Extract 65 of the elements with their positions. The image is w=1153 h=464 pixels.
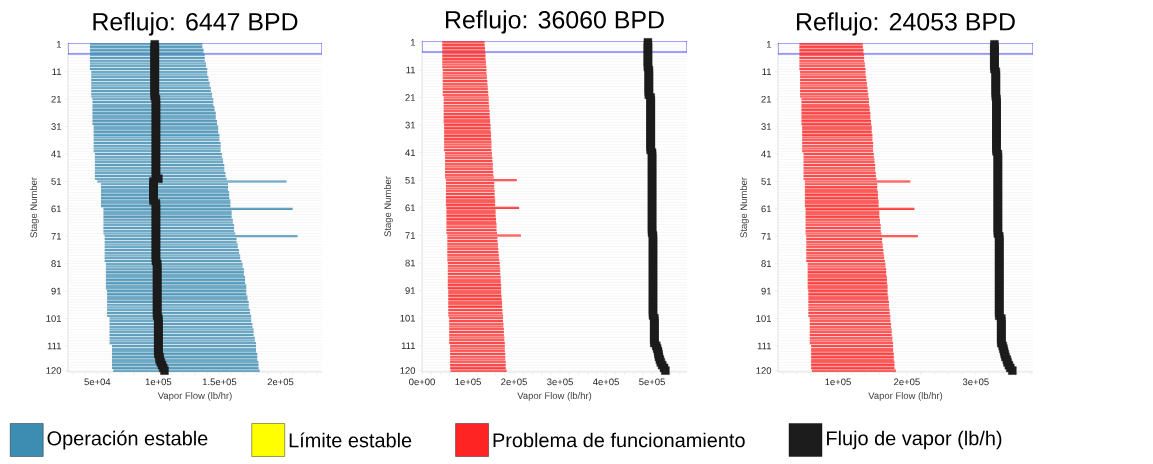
x-tick-label: 1e+05 bbox=[825, 378, 851, 386]
legend-label: Límite estable bbox=[289, 432, 412, 448]
legend-label: Problema de funcionamiento bbox=[493, 432, 745, 448]
y-tick-label: 21 bbox=[405, 94, 416, 101]
y-tick-label: 1 bbox=[56, 41, 62, 48]
x-axis-title: Vapor Flow (lb/hr) bbox=[517, 392, 592, 401]
y-tick-label: 101 bbox=[756, 315, 772, 322]
y-tick-label: 41 bbox=[51, 150, 62, 158]
y-tick-label: 111 bbox=[401, 342, 416, 350]
x-tick-label: 5e+05 bbox=[639, 378, 665, 386]
y-tick-label: 71 bbox=[51, 233, 62, 240]
y-tick-label: 21 bbox=[51, 95, 62, 103]
y-tick-label: 1 bbox=[410, 39, 416, 46]
y-tick-label: 31 bbox=[51, 123, 62, 130]
y-tick-label: 21 bbox=[761, 95, 772, 103]
y-tick-label: 81 bbox=[405, 259, 416, 267]
y-tick-label: 1 bbox=[766, 41, 772, 48]
y-axis-title: Stage Number bbox=[740, 177, 749, 238]
y-tick-label: 91 bbox=[405, 287, 416, 294]
y-tick-label: 120 bbox=[756, 367, 772, 374]
x-tick-label: 3e+05 bbox=[962, 378, 989, 386]
x-tick-label: 1e+05 bbox=[455, 378, 481, 386]
x-tick-label: 1.5e+05 bbox=[202, 378, 237, 386]
y-tick-label: 61 bbox=[761, 205, 772, 213]
y-tick-label: 51 bbox=[405, 176, 416, 184]
y-tick-label: 11 bbox=[406, 66, 416, 74]
y-tick-label: 61 bbox=[51, 205, 62, 213]
y-axis-title: Stage Number bbox=[30, 177, 39, 238]
legend-label: Operación estable bbox=[47, 430, 208, 450]
y-tick-label: 101 bbox=[400, 314, 416, 322]
y-tick-label: 31 bbox=[761, 123, 772, 130]
x-axis-title: Vapor Flow (lb/hr) bbox=[868, 392, 943, 401]
legend-label: Flujo de vapor (lb/h) bbox=[827, 430, 1002, 450]
x-tick-label: 0e+00 bbox=[409, 378, 435, 386]
x-tick-label: 2e+05 bbox=[894, 378, 920, 386]
y-tick-label: 91 bbox=[51, 287, 62, 295]
y-tick-label: 120 bbox=[400, 367, 416, 374]
y-tick-label: 71 bbox=[761, 233, 772, 240]
y-tick-label: 111 bbox=[757, 342, 772, 350]
x-axis-title: Vapor Flow (lb/hr) bbox=[157, 392, 232, 401]
x-tick-label: 1e+05 bbox=[145, 378, 172, 386]
y-tick-label: 81 bbox=[51, 260, 62, 268]
y-tick-label: 101 bbox=[46, 315, 62, 322]
chart-title: Reflujo: 24053 BPD bbox=[797, 12, 1015, 36]
chart-title: Reflujo: 36060 BPD bbox=[446, 10, 664, 34]
x-tick-label: 2e+05 bbox=[267, 378, 294, 386]
y-tick-label: 11 bbox=[762, 68, 772, 76]
y-tick-label: 120 bbox=[46, 367, 62, 374]
y-tick-label: 51 bbox=[51, 178, 62, 185]
y-tick-label: 41 bbox=[761, 150, 772, 158]
x-tick-label: 2e+05 bbox=[501, 378, 527, 386]
y-axis-title: Stage Number bbox=[384, 176, 393, 237]
x-tick-label: 4e+05 bbox=[592, 378, 619, 386]
y-tick-label: 81 bbox=[761, 260, 772, 268]
x-tick-label: 3e+05 bbox=[547, 378, 573, 386]
y-tick-label: 31 bbox=[405, 121, 416, 129]
chart-title: Reflujo: 6447 BPD bbox=[93, 12, 298, 36]
y-tick-label: 11 bbox=[52, 68, 62, 76]
y-tick-label: 41 bbox=[405, 149, 416, 156]
y-tick-label: 91 bbox=[761, 287, 772, 295]
y-tick-label: 51 bbox=[761, 178, 772, 185]
y-tick-label: 71 bbox=[405, 232, 416, 239]
y-tick-label: 111 bbox=[47, 342, 62, 350]
x-tick-label: 5e+04 bbox=[84, 378, 111, 386]
y-tick-label: 61 bbox=[405, 204, 416, 212]
